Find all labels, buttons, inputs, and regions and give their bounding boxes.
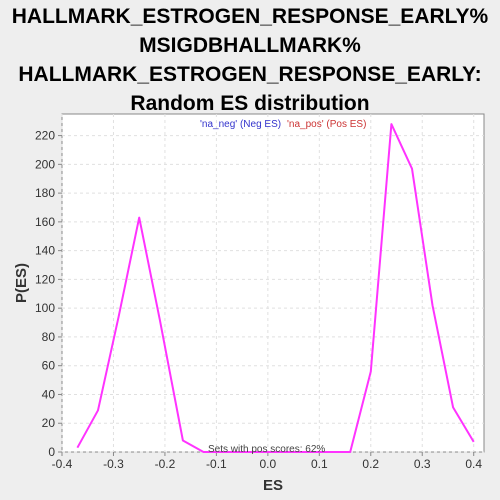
y-tick-label: 200	[35, 157, 55, 171]
y-tick-label: 80	[42, 330, 56, 344]
grid-lines	[61, 114, 484, 453]
y-tick-label: 100	[35, 301, 55, 315]
x-tick-label: -0.2	[155, 457, 176, 471]
x-tick-label: -0.4	[52, 457, 73, 471]
x-tick-label: 0.0	[260, 457, 277, 471]
y-tick-label: 0	[48, 445, 55, 459]
legend-entry-pos: 'na_pos' (Pos ES)	[287, 119, 366, 130]
y-axis-label: P(ES)	[13, 263, 30, 303]
x-tick-label: 0.2	[362, 457, 379, 471]
x-axis-label: ES	[263, 477, 283, 494]
y-tick-label: 60	[42, 359, 56, 373]
y-tick-label: 160	[35, 215, 55, 229]
plot-area	[61, 113, 485, 453]
y-axis: 0 20 40 60 80 100 120 140 160 180 200 220	[35, 129, 62, 459]
legend-entry-neg: 'na_neg' (Neg ES)	[200, 119, 281, 130]
x-tick-label: 0.3	[414, 457, 431, 471]
x-tick-label: -0.3	[103, 457, 124, 471]
x-tick-label: -0.1	[206, 457, 227, 471]
chart-title-line-4: Random ES distribution	[130, 92, 370, 115]
chart-title-line-2: MSIGDBHALLMARK%	[139, 34, 361, 57]
y-tick-label: 40	[42, 387, 56, 401]
y-tick-label: 220	[35, 129, 55, 143]
legend: 'na_neg' (Neg ES) 'na_pos' (Pos ES)	[200, 119, 366, 130]
chart-title-line-3: HALLMARK_ESTROGEN_RESPONSE_EARLY:	[18, 63, 482, 86]
y-tick-label: 120	[35, 272, 55, 286]
chart-title: HALLMARK_ESTROGEN_RESPONSE_EARLY% MSIGDB…	[0, 2, 500, 118]
x-tick-label: 0.4	[465, 457, 482, 471]
y-tick-label: 20	[42, 416, 56, 430]
x-tick-label: 0.1	[311, 457, 328, 471]
y-tick-label: 140	[35, 244, 55, 258]
chart-title-line-1: HALLMARK_ESTROGEN_RESPONSE_EARLY%	[11, 5, 489, 28]
annotation-pos-scores: Sets with pos scores: 62%	[208, 444, 325, 455]
series-line	[76, 123, 475, 453]
y-tick-label: 180	[35, 186, 55, 200]
series-group	[76, 123, 475, 453]
x-axis: -0.4 -0.3 -0.2 -0.1 0.0 0.1 0.2 0.3 0.4	[52, 452, 482, 471]
